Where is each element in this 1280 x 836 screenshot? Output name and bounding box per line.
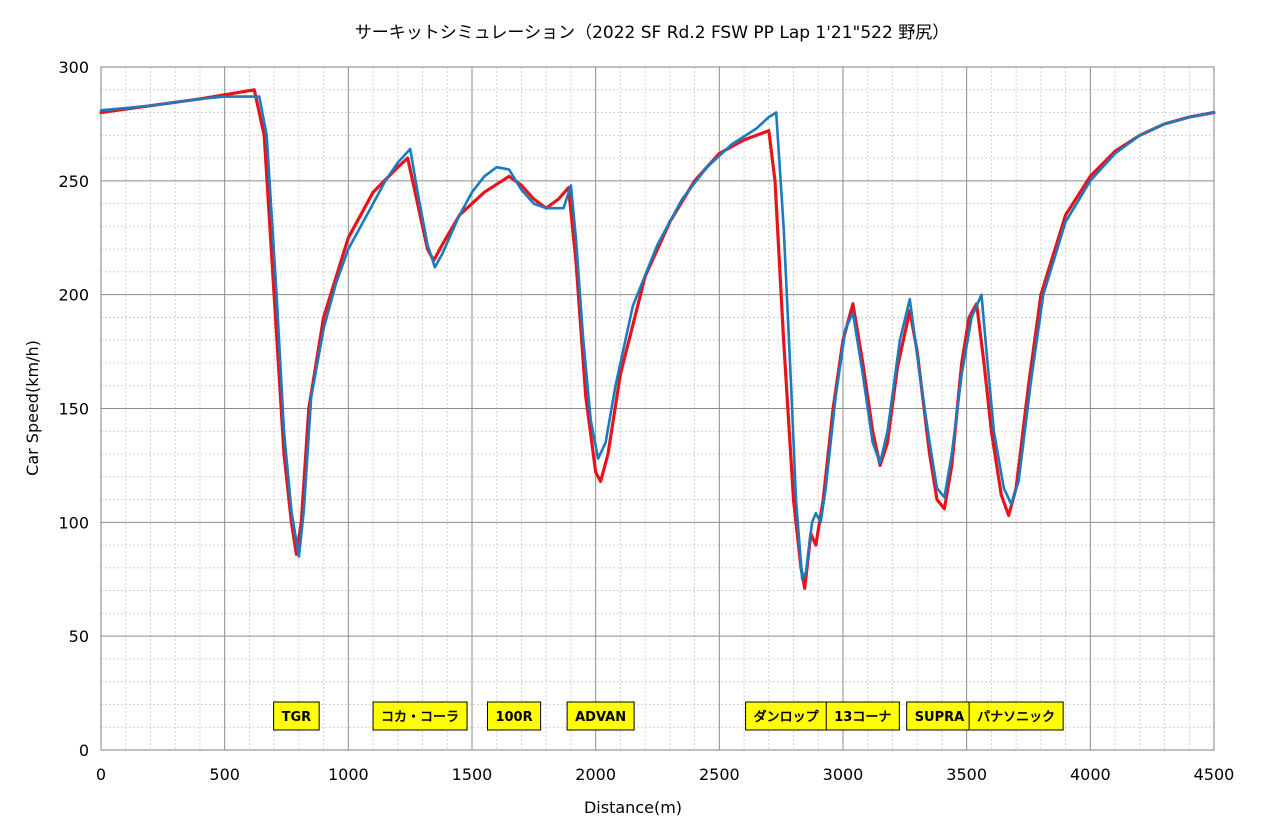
corner-label: TGR [273,701,320,731]
y-tick-label: 250 [58,172,89,191]
y-tick-label: 100 [58,513,89,532]
x-axis-ticks: 0 500 1000 1500 2000 2500 3000 3500 4000 4500 [96,765,1234,784]
series-line-2 [99,95,1216,581]
x-tick-label: 3000 [823,765,864,784]
corner-label-box [825,701,900,731]
series-layer [99,88,1216,590]
corner-label-text: ダンロップ [754,709,820,725]
series-line-1 [99,88,1216,590]
x-tick-label: 0 [96,765,106,784]
corner-label: SUPRA [906,701,973,731]
corner-label-text: パナソニック [977,710,1055,725]
y-axis-ticks: 0 50 100 150 200 250 300 [58,58,89,760]
y-axis-title: Car Speed(km/h) [23,340,42,476]
plot-area-border [100,66,1215,751]
corner-label-box [486,701,542,731]
corner-label-box [906,701,973,731]
y-tick-label: 150 [58,400,89,419]
y-tick-label: 200 [58,286,89,305]
corner-label-text: コカ・コーラ [381,710,459,725]
corner-label-box [566,701,635,731]
x-tick-label: 2500 [699,765,740,784]
corner-label-text: 13コーナ [834,710,891,725]
x-tick-label: 3500 [946,765,987,784]
x-tick-label: 4000 [1070,765,1111,784]
corner-label: ADVAN [566,701,635,731]
y-tick-label: 300 [58,58,89,77]
corner-label-box [372,701,468,731]
corner-label-box [968,701,1064,731]
corner-label-text: SUPRA [915,710,965,725]
x-tick-label: 4500 [1194,765,1235,784]
corner-label-text: 100R [495,710,532,725]
corner-label-text: ADVAN [575,710,626,725]
corner-label-text: TGR [282,710,312,725]
x-tick-label: 2000 [575,765,616,784]
corner-label: ダンロップ [745,701,828,731]
corner-label: 100R [486,701,542,731]
x-axis-title: Distance(m) [584,798,682,817]
major-grid [101,67,1214,750]
y-tick-label: 0 [79,741,89,760]
x-tick-label: 1000 [328,765,369,784]
corner-label: 13コーナ [825,701,900,731]
corner-label: パナソニック [968,701,1064,731]
chart-title: サーキットシミュレーション（2022 SF Rd.2 FSW PP Lap 1'… [355,23,949,43]
x-tick-label: 1500 [452,765,493,784]
corner-label-box [273,701,320,731]
y-tick-label: 50 [69,627,89,646]
corner-label: コカ・コーラ [372,701,468,731]
corner-label-box [745,701,828,731]
x-tick-label: 500 [209,765,240,784]
corner-labels: TGR コカ・コーラ 100R ADVAN ダンロップ 13コーナ SUPRA パナソニック [273,701,1064,731]
